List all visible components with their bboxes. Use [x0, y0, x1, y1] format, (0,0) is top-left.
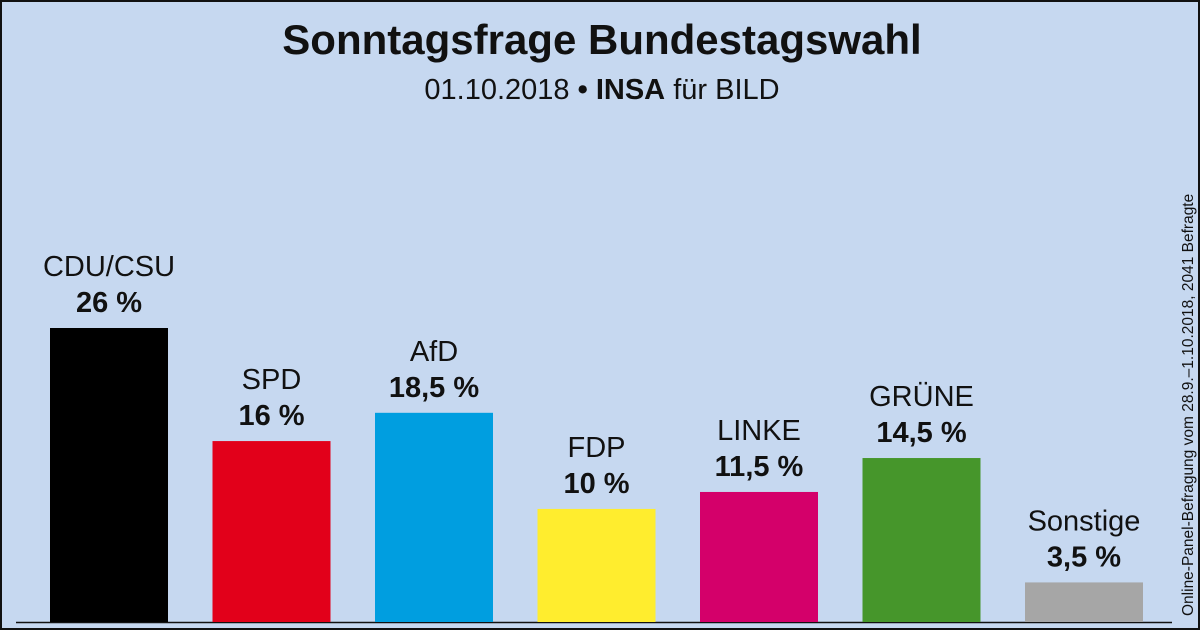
bar-afd: [375, 412, 493, 622]
category-label: AfD: [410, 336, 458, 368]
bar-sonstige: [1025, 582, 1143, 622]
bar-fdp: [537, 508, 656, 622]
chart-title: Sonntagsfrage Bundestagswahl: [282, 16, 922, 63]
category-label: LINKE: [717, 415, 801, 447]
value-label: 14,5 %: [876, 417, 966, 449]
value-label: 3,5 %: [1047, 541, 1121, 573]
client-name: für BILD: [673, 74, 780, 106]
subtitle-separator: •: [577, 74, 588, 106]
bar-spd: [212, 441, 331, 622]
value-label: 16 %: [238, 400, 304, 432]
methodology-note: Online-Panel-Befragung vom 28.9.–1.10.20…: [1180, 193, 1197, 616]
category-label: SPD: [242, 364, 302, 396]
survey-date: 01.10.2018: [424, 74, 570, 106]
chart-subtitle: 01.10.2018 • INSA für BILD: [2, 74, 1198, 107]
bar-cdu-csu: [50, 328, 168, 622]
institute-name: INSA: [595, 74, 666, 106]
category-label: Sonstige: [1028, 505, 1141, 537]
category-label: FDP: [568, 432, 626, 464]
value-label: 18,5 %: [389, 372, 479, 404]
value-label: 26 %: [76, 287, 142, 319]
bar-grüne: [862, 458, 981, 622]
category-label: GRÜNE: [869, 381, 974, 413]
bar-linke: [700, 491, 818, 622]
value-label: 10 %: [563, 468, 629, 500]
value-label: 11,5 %: [715, 451, 804, 483]
category-label: CDU/CSU: [43, 251, 175, 283]
